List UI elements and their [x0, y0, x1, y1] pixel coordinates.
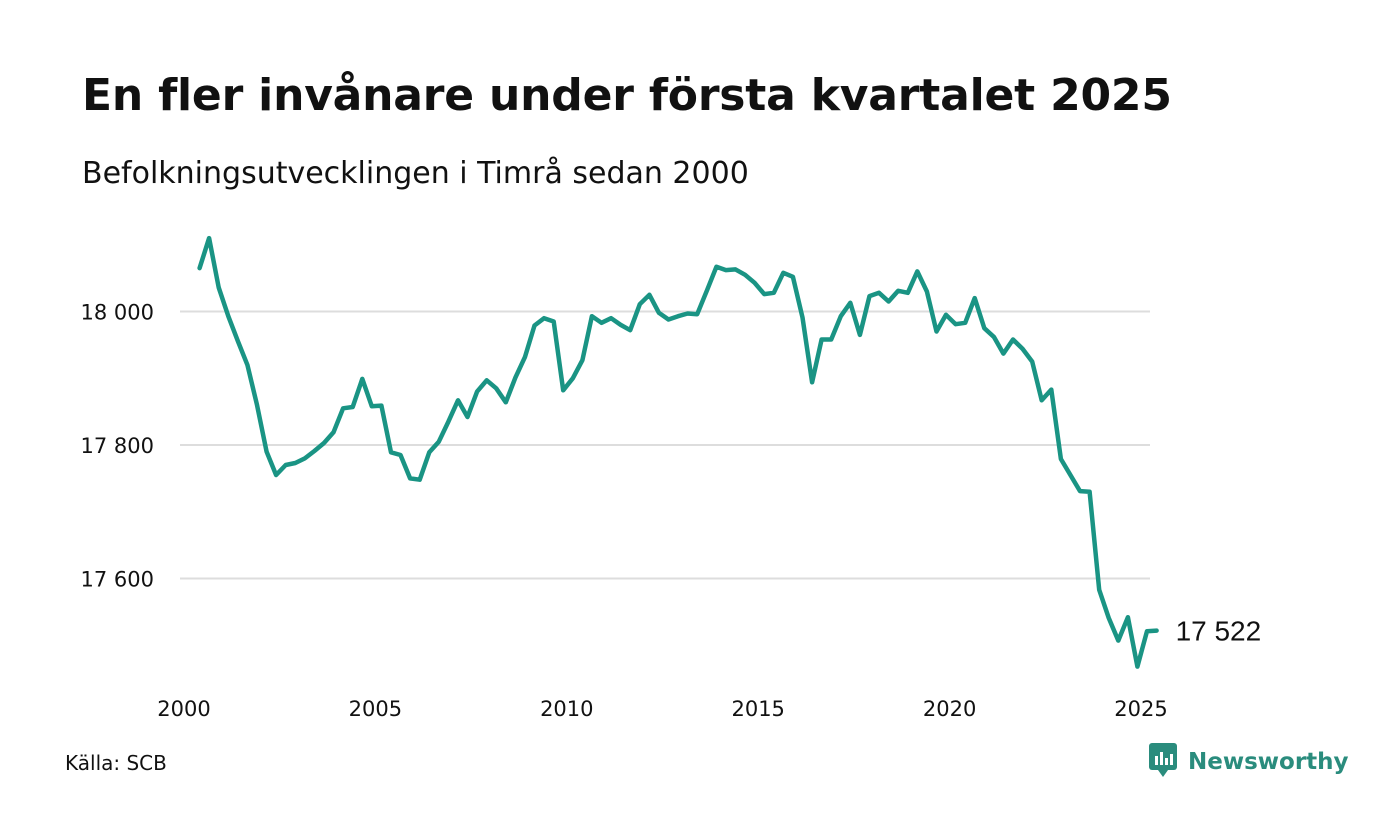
x-tick-label: 2005 [349, 697, 402, 721]
y-tick-label: 17 600 [81, 568, 154, 592]
newsworthy-brand-name: Newsworthy [1188, 749, 1349, 775]
x-tick-label: 2020 [923, 697, 976, 721]
series-line [197, 235, 1159, 669]
end-value-label: 17 522 [1176, 616, 1262, 647]
x-tick-label: 2015 [731, 697, 784, 721]
y-tick-label: 17 800 [81, 434, 154, 458]
x-tick-label: 2000 [157, 697, 210, 721]
x-tick-label: 2010 [540, 697, 593, 721]
chart-title: En fler invånare under första kvartalet … [82, 70, 1172, 121]
x-tick-label: 2025 [1114, 697, 1167, 721]
newsworthy-icon [1148, 742, 1178, 782]
source-note: Källa: SCB [65, 751, 167, 775]
chart-subtitle: Befolkningsutvecklingen i Timrå sedan 20… [82, 156, 749, 191]
newsworthy-logo[interactable]: Newsworthy [1148, 742, 1349, 782]
y-tick-label: 18 000 [81, 301, 154, 325]
